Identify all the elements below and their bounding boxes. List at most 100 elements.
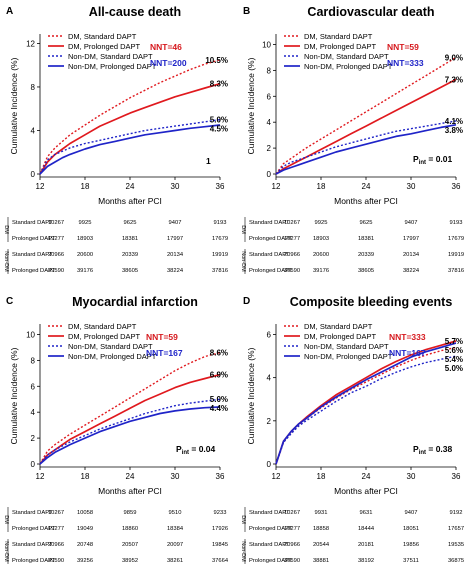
legend-entry: Non-DM, Prolonged DAPT [304, 62, 393, 71]
y-tick-label: 0 [31, 460, 36, 469]
end-value-label: 7.3% [445, 75, 463, 84]
risk-cell: 18444 [358, 526, 375, 532]
risk-cell: 9407 [405, 220, 418, 226]
nnt-dm-label: NNT=333 [389, 332, 426, 342]
end-value-label: 5.0% [445, 364, 463, 373]
risk-cell: 9510 [169, 510, 182, 516]
panel-letter: D [243, 296, 250, 307]
x-tick-label: 18 [81, 182, 90, 191]
p-symbol: P [413, 444, 419, 454]
risk-cell: 39590 [284, 558, 300, 564]
risk-cell: 39590 [48, 558, 64, 564]
risk-cell: 38192 [358, 558, 374, 564]
p-interaction: Pint = 0.01 [413, 154, 453, 166]
risk-cell: 39256 [77, 558, 93, 564]
risk-cell: 19919 [212, 252, 228, 258]
risk-cell: 9631 [360, 510, 373, 516]
y-tick-label: 8 [31, 83, 36, 92]
end-value-label: 5.7% [445, 337, 463, 346]
risk-cell: 10267 [48, 220, 64, 226]
risk-cell: 39176 [77, 268, 93, 274]
panel-letter: C [6, 296, 13, 307]
risk-cell: 9407 [169, 220, 182, 226]
risk-cell: 20097 [167, 542, 183, 548]
risk-cell: 38952 [122, 558, 138, 564]
x-tick-label: 24 [362, 182, 371, 191]
risk-group-label: DM [240, 225, 246, 234]
risk-cell: 38605 [358, 268, 374, 274]
x-tick-label: 30 [407, 182, 416, 191]
risk-row-label: Standard DAPT [249, 220, 290, 226]
series-line-4 [275, 123, 457, 175]
risk-cell: 9931 [315, 510, 328, 516]
end-value-label: 4.1% [445, 117, 463, 126]
series-line-1 [39, 59, 221, 175]
risk-cell: 20134 [403, 252, 420, 258]
risk-cell: 9925 [315, 220, 328, 226]
risk-group-label: Non-DM [3, 251, 9, 272]
y-tick-label: 2 [31, 434, 36, 443]
series-line-1 [39, 351, 221, 465]
risk-cell: 17679 [448, 236, 464, 242]
risk-row-label: Standard DAPT [249, 542, 290, 548]
end-value-label: 10.5% [205, 56, 228, 65]
panel-letter: B [243, 6, 250, 17]
x-tick-label: 36 [452, 472, 461, 481]
risk-cell: 17926 [212, 526, 228, 532]
x-tick-label: 12 [272, 472, 281, 481]
y-tick-label: 6 [267, 330, 272, 339]
risk-cell: 9625 [124, 220, 137, 226]
x-tick-label: 24 [126, 472, 135, 481]
risk-cell: 9193 [214, 220, 227, 226]
risk-row-label: Standard DAPT [12, 510, 53, 516]
risk-cell: 19535 [448, 542, 464, 548]
risk-cell: 17657 [448, 526, 464, 532]
series-line-2 [275, 78, 457, 175]
risk-cell: 18860 [122, 526, 138, 532]
risk-cell: 17997 [403, 236, 419, 242]
chart-title: Composite bleeding events [290, 295, 453, 309]
risk-cell: 10267 [48, 510, 64, 516]
x-tick-label: 36 [452, 182, 461, 191]
p-subscript: int [419, 160, 426, 166]
risk-cell: 38881 [313, 558, 329, 564]
legend-entry: DM, Prolonged DAPT [304, 42, 377, 51]
risk-cell: 20339 [358, 252, 374, 258]
risk-cell: 18903 [77, 236, 93, 242]
end-value-label: 5.4% [445, 355, 463, 364]
risk-cell: 10267 [284, 220, 300, 226]
risk-cell: 18384 [167, 526, 184, 532]
risk-row-label: Prolonged DAPT [249, 526, 293, 532]
end-value-label: 6.9% [210, 371, 228, 380]
y-axis-label: Cumulative Incidence (%) [246, 57, 256, 154]
p-value: 1 [206, 156, 211, 166]
risk-cell: 20966 [48, 252, 64, 258]
y-tick-label: 0 [267, 460, 272, 469]
chart-title: Cardiovascular death [307, 5, 434, 19]
risk-cell: 9233 [214, 510, 227, 516]
x-tick-label: 18 [317, 182, 326, 191]
x-tick-label: 24 [362, 472, 371, 481]
chart-panel-a: A All-cause death 0 4 8 12 12 18 24 30 36 Cumulativ… [3, 5, 228, 274]
x-axis-label: Months after PCI [334, 196, 398, 206]
risk-cell: 20748 [77, 542, 93, 548]
risk-cell: 10267 [284, 510, 300, 516]
end-value-label: 4.5% [210, 125, 228, 134]
risk-group-label: DM [3, 225, 9, 234]
legend-entry: Non-DM, Standard DAPT [68, 342, 153, 351]
y-tick-label: 6 [267, 92, 272, 101]
risk-row-label: Standard DAPT [249, 510, 290, 516]
risk-cell: 37816 [448, 268, 464, 274]
panel-letter: A [6, 6, 13, 17]
p-symbol: P [413, 154, 419, 164]
y-tick-label: 8 [31, 356, 36, 365]
series-line-3 [275, 355, 457, 465]
risk-cell: 38605 [122, 268, 138, 274]
risk-cell: 38224 [167, 268, 184, 274]
risk-cell: 37664 [212, 558, 229, 564]
legend-entry: Non-DM, Prolonged DAPT [68, 352, 157, 361]
y-tick-label: 12 [26, 39, 35, 48]
legend-entry: DM, Standard DAPT [304, 322, 373, 331]
